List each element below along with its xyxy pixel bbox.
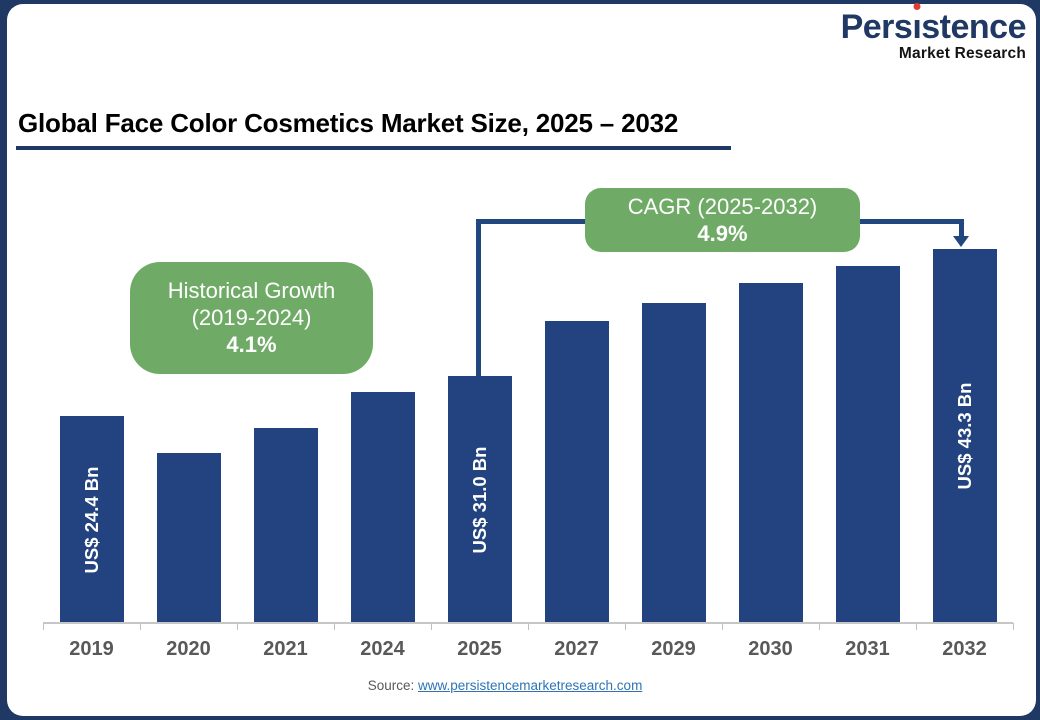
bar-2027	[544, 321, 609, 623]
bar-value-label-2025: US$ 31.0 Bn	[468, 446, 490, 553]
source-prefix: Source:	[367, 678, 415, 693]
bracket-vertical-right	[959, 219, 964, 238]
bar-2032	[932, 249, 997, 623]
bar-2029	[641, 303, 706, 623]
x-axis-label-2032: 2032	[942, 638, 987, 660]
bar-2021	[253, 428, 318, 623]
cagr-value: 4.9%	[697, 220, 748, 246]
source-link[interactable]: www.persistencemarketresearch.com	[417, 678, 643, 693]
x-axis-label-2029: 2029	[651, 638, 696, 660]
bracket-vertical-left	[476, 219, 481, 377]
x-axis-tick	[431, 623, 432, 630]
logo-red-dot-icon	[913, 3, 921, 10]
x-axis-label-2027: 2027	[554, 638, 599, 660]
x-axis-label-2025: 2025	[457, 638, 502, 660]
x-axis-tick	[722, 623, 723, 630]
x-axis-tick	[1013, 623, 1014, 630]
bar-2031	[835, 266, 900, 623]
x-axis-tick	[334, 623, 335, 630]
cagr-line1: CAGR (2025-2032)	[627, 193, 818, 219]
bar-2019	[59, 416, 124, 623]
historical-growth-value: 4.1%	[226, 332, 277, 357]
persistence-logo: Persı stence Market Research	[840, 3, 1026, 62]
x-axis-label-2024: 2024	[360, 638, 405, 660]
logo-dotted-i: ı	[912, 3, 922, 46]
historical-growth-line1: Historical Growth	[167, 278, 336, 303]
logo-brand-text: Persı stence	[840, 3, 1026, 46]
x-axis-tick	[140, 623, 141, 630]
x-axis-label-2021: 2021	[263, 638, 308, 660]
logo-subtitle: Market Research	[898, 45, 1026, 62]
bar-2020	[156, 453, 221, 623]
bar-2030	[738, 283, 803, 623]
logo-brand-pre: Pers	[840, 8, 913, 46]
logo-brand-post: stence	[921, 8, 1026, 46]
source-line: Source: www.persistencemarketresearch.co…	[0, 678, 1010, 693]
x-axis-label-2031: 2031	[845, 638, 890, 660]
bar-2025	[447, 376, 512, 623]
page-title: Global Face Color Cosmetics Market Size,…	[18, 108, 679, 138]
historical-growth-callout: Historical Growth (2019-2024) 4.1%	[130, 262, 373, 374]
historical-growth-line2: (2019-2024)	[191, 305, 312, 330]
x-axis-label-2020: 2020	[166, 638, 211, 660]
arrow-down-icon	[953, 236, 969, 247]
bar-value-label-2019: US$ 24.4 Bn	[80, 466, 102, 573]
x-axis-tick	[43, 623, 44, 630]
title-underline	[16, 146, 731, 150]
x-axis-label-2019: 2019	[69, 638, 114, 660]
x-axis-tick	[237, 623, 238, 630]
bar-2024	[350, 392, 415, 623]
logo-i-stem: ı	[912, 8, 922, 46]
x-axis-label-2030: 2030	[748, 638, 793, 660]
cagr-callout: CAGR (2025-2032) 4.9%	[585, 188, 860, 252]
bar-value-label-2032: US$ 43.3 Bn	[953, 382, 975, 490]
x-axis-tick	[528, 623, 529, 630]
x-axis-tick	[916, 623, 917, 630]
x-axis-tick	[819, 623, 820, 630]
x-axis-tick	[625, 623, 626, 630]
